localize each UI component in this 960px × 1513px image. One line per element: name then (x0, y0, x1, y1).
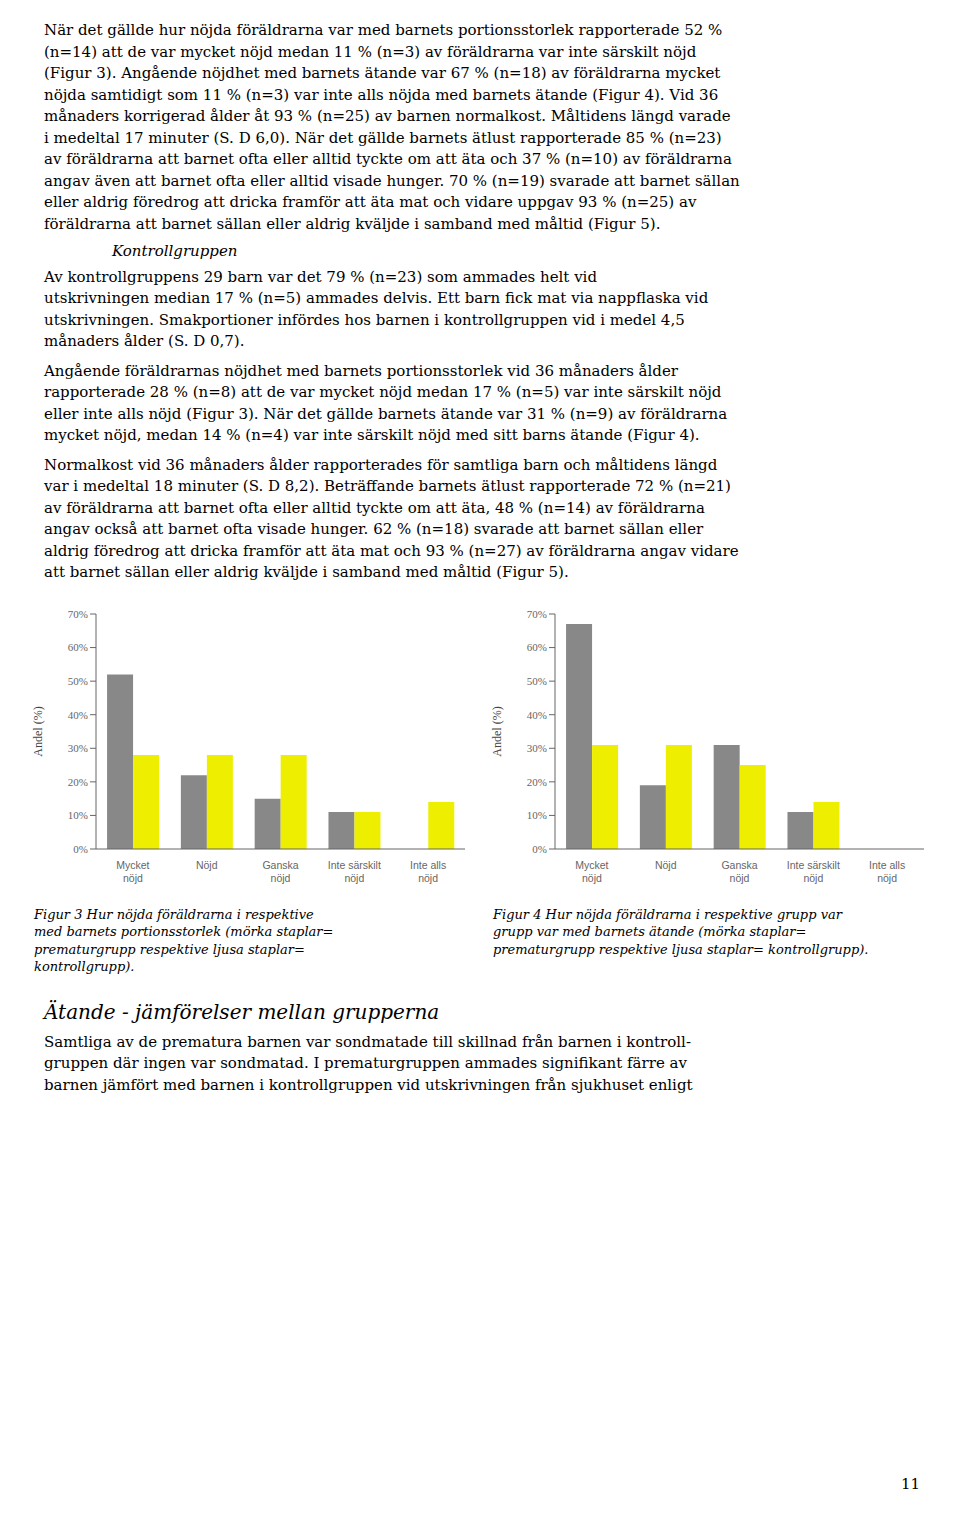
html-text:av föräldrarna att barnet ofta: av föräldrarna att barnet ofta eller all… (44, 150, 732, 168)
html-text:månaders korrigerad ålder åt 9: månaders korrigerad ålder åt 93 % (n=25)… (44, 107, 731, 125)
html-text:11: 11 (900, 1474, 920, 1493)
svg-text:Inte allsnöjd: Inte allsnöjd (869, 859, 905, 884)
svg-text:50%: 50% (527, 675, 547, 687)
svg-text:0%: 0% (532, 842, 547, 854)
html-text:utskrivningen. Smakportioner i: utskrivningen. Smakportioner infördes ho… (44, 310, 685, 329)
svg-text:30%: 30% (527, 742, 547, 754)
svg-text:20%: 20% (527, 775, 547, 787)
svg-text:Mycketnöjd: Mycketnöjd (116, 859, 149, 884)
html-text:När det gällde hur nöjda föräl: När det gällde hur nöjda föräldrarna var… (44, 21, 723, 39)
html-text:angav även att barnet ofta ell: angav även att barnet ofta eller alltid … (44, 171, 740, 190)
html-text:prematurgrupp respektive ljusa: prematurgrupp respektive ljusa staplar= … (493, 941, 869, 957)
svg-text:Andel (%): Andel (%) (490, 706, 504, 756)
svg-text:40%: 40% (68, 708, 88, 720)
svg-text:40%: 40% (527, 708, 547, 720)
svg-text:60%: 60% (68, 641, 88, 653)
html-text:kontrollgrupp).: kontrollgrupp). (34, 959, 135, 974)
svg-text:Ganskanöjd: Ganskanöjd (262, 859, 298, 884)
html-text:(n=14) att de var mycket nöjd: (n=14) att de var mycket nöjd medan 11 %… (44, 42, 697, 61)
svg-text:Andel (%): Andel (%) (31, 706, 45, 756)
svg-text:20%: 20% (68, 775, 88, 787)
svg-text:Inte särskiltnöjd: Inte särskiltnöjd (787, 859, 840, 884)
html-text:aldrig föredrog att dricka fra: aldrig föredrog att dricka framför att ä… (44, 541, 739, 560)
html-text:Kontrollgruppen: Kontrollgruppen (112, 242, 238, 260)
svg-text:70%: 70% (68, 607, 88, 619)
svg-text:10%: 10% (68, 809, 88, 821)
svg-text:50%: 50% (68, 675, 88, 687)
html-text:prematurgrupp respektive ljusa: prematurgrupp respektive ljusa staplar= (34, 941, 305, 957)
html-text:gruppen där ingen var sondmata: gruppen där ingen var sondmatad. I prema… (44, 1054, 687, 1072)
svg-text:Nöjd: Nöjd (196, 859, 218, 871)
html-text:Angående föräldrarnas nöjdhet: Angående föräldrarnas nöjdhet med barnet… (44, 361, 678, 380)
html-text:eller inte alls nöjd (Figur 3): eller inte alls nöjd (Figur 3). När det … (44, 404, 728, 423)
html-text:(Figur 3). Angående nöjdhet me: (Figur 3). Angående nöjdhet med barnets … (44, 64, 721, 82)
svg-text:Mycketnöjd: Mycketnöjd (575, 859, 608, 884)
html-text:Ätande - jämförelser mellan gr: Ätande - jämförelser mellan grupperna (44, 999, 440, 1024)
html-text:eller aldrig föredrog att dric: eller aldrig föredrog att dricka framför… (44, 193, 697, 211)
svg-text:30%: 30% (68, 742, 88, 754)
svg-text:70%: 70% (527, 607, 547, 619)
html-text:Figur 4 Hur nöjda föräldrarna: Figur 4 Hur nöjda föräldrarna i respekti… (493, 906, 842, 922)
html-text:var i medeltal 18 minuter (S.: var i medeltal 18 minuter (S. D 8,2). Be… (44, 477, 731, 495)
html-text:angav också att barnet ofta vi: angav också att barnet ofta visade hunge… (44, 520, 704, 538)
html-text:Figur 3 Hur nöjda föräldrarna: Figur 3 Hur nöjda föräldrarna i respekti… (34, 906, 314, 922)
svg-text:Ganskanöjd: Ganskanöjd (721, 859, 757, 884)
html-text:barnen jämfört med barnen i ko: barnen jämfört med barnen i kontrollgrup… (44, 1075, 693, 1094)
html-text:att barnet sällan eller aldrig: att barnet sällan eller aldrig kväljde i… (44, 563, 569, 581)
html-text:Samtliga av de prematura barne: Samtliga av de prematura barnen var sond… (44, 1032, 691, 1051)
html-text:med barnets portionsstorlek (m: med barnets portionsstorlek (mörka stapl… (34, 924, 334, 939)
html-text:rapporterade 28 % (n=8) att de: rapporterade 28 % (n=8) att de var mycke… (44, 383, 722, 401)
html-text:grupp var med barnets ätande (: grupp var med barnets ätande (mörka stap… (493, 924, 807, 939)
html-text:mycket nöjd, medan 14 % (n=4): mycket nöjd, medan 14 % (n=4) var inte s… (44, 426, 700, 444)
html-text:månaders ålder (S. D 0,7).: månaders ålder (S. D 0,7). (44, 332, 245, 350)
svg-text:60%: 60% (527, 641, 547, 653)
svg-text:Inte särskiltnöjd: Inte särskiltnöjd (328, 859, 381, 884)
html-text:av föräldrarna att barnet ofta: av föräldrarna att barnet ofta eller all… (44, 498, 705, 517)
html-text:nöjda samtidigt som 11 % (n=3): nöjda samtidigt som 11 % (n=3) var inte … (44, 85, 719, 104)
html-text:utskrivningen median 17 % (n=5: utskrivningen median 17 % (n=5) ammades … (44, 289, 709, 307)
svg-text:10%: 10% (527, 809, 547, 821)
html-text:Normalkost vid 36 månaders åld: Normalkost vid 36 månaders ålder rapport… (44, 455, 718, 474)
svg-text:0%: 0% (73, 842, 88, 854)
html-text:föräldrarna att barnet sällan: föräldrarna att barnet sällan eller aldr… (44, 214, 661, 233)
html-text:i medeltal 17 minuter (S. D 6,: i medeltal 17 minuter (S. D 6,0). När de… (44, 128, 722, 147)
svg-text:Nöjd: Nöjd (655, 859, 677, 871)
html-text:Av kontrollgruppens 29 barn va: Av kontrollgruppens 29 barn var det 79 %… (44, 267, 597, 286)
svg-text:Inte allsnöjd: Inte allsnöjd (410, 859, 446, 884)
